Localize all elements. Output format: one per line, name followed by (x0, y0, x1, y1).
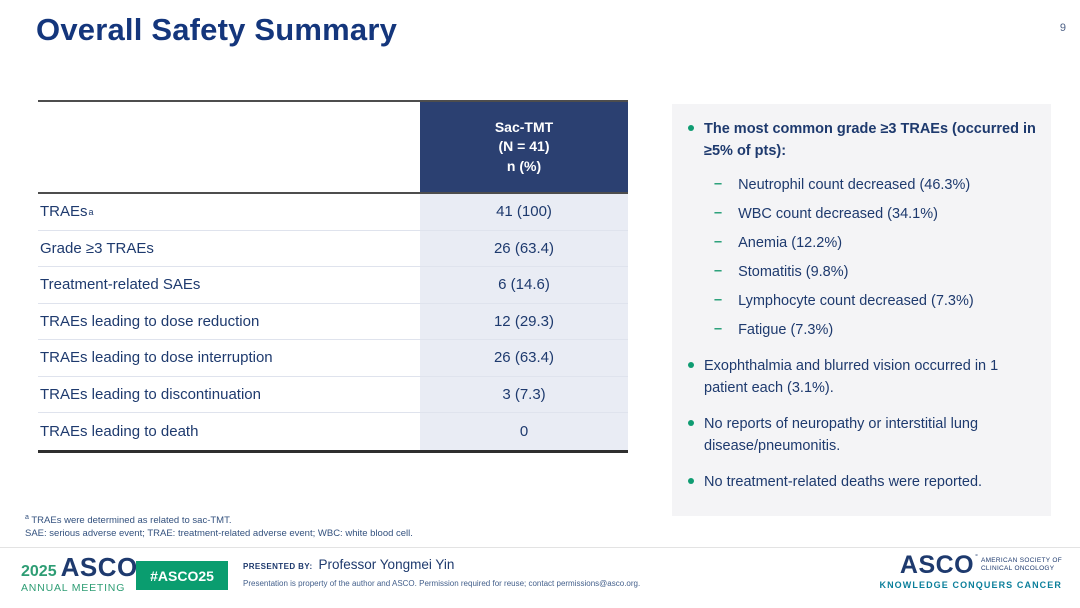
trademark-icon: ° (975, 554, 978, 561)
meeting-year: 2025 (21, 563, 57, 580)
dash-icon: – (714, 205, 723, 221)
dash-icon: – (714, 321, 723, 338)
bullet-text: The most common grade ≥3 TRAEs (occurred… (704, 121, 1036, 160)
table-header-empty-cell (38, 102, 420, 192)
footnote: a TRAEs were determined as related to sa… (25, 513, 413, 541)
row-label: TRAEs leading to dose reduction (40, 312, 260, 330)
row-label: TRAEs leading to discontinuation (40, 385, 261, 403)
bullet-text: No reports of neuropathy or interstitial… (704, 415, 979, 455)
subitem-text: Fatigue (7.3%) (738, 322, 834, 339)
table-row: TRAEs leading to discontinuation 3 (7.3) (38, 376, 628, 413)
list-item: – Stomatitis (9.8%) (714, 263, 1037, 283)
asco-tagline: KNOWLEDGE CONQUERS CANCER (879, 579, 1062, 590)
permission-disclaimer: Presentation is property of the author a… (243, 579, 641, 588)
table-row: Grade ≥3 TRAEs 26 (63.4) (38, 230, 628, 267)
page-title: Overall Safety Summary (36, 12, 398, 47)
row-value: 3 (7.3) (420, 376, 628, 412)
dash-icon: – (714, 292, 723, 309)
dash-icon: – (714, 234, 723, 251)
row-label: Grade ≥3 TRAEs (40, 239, 154, 257)
bullet-icon (688, 361, 694, 368)
meeting-subtitle: ANNUAL MEETING (21, 582, 126, 594)
table-row: Treatment-related SAEs 6 (14.6) (38, 267, 628, 304)
bullet-text: No treatment-related deaths were reporte… (704, 473, 983, 490)
subitem-text: Lymphocyte count decreased (7.3%) (738, 293, 974, 310)
dash-icon: – (714, 263, 723, 280)
bullet-item: No reports of neuropathy or interstitial… (686, 413, 1037, 458)
header-arm-name: Sac-TMT (494, 118, 554, 135)
table-header-cell: Sac-TMT (N = 41) n (%) (420, 102, 628, 192)
subitem-text: Stomatitis (9.8%) (738, 264, 849, 281)
subitem-text: WBC count decreased (34.1%) (738, 206, 938, 222)
footnote-marker: a (25, 514, 29, 521)
key-findings-panel: The most common grade ≥3 TRAEs (occurred… (672, 104, 1051, 516)
table-row: TRAEs leading to dose reduction 12 (29.3… (38, 303, 628, 340)
list-item: – WBC count decreased (34.1%) (714, 205, 1037, 225)
slide-number: 9 (1059, 22, 1066, 34)
row-value: 12 (29.3) (420, 303, 628, 339)
meeting-asco-wordmark: ASCO (60, 552, 138, 582)
row-label: TRAEs leading to death (40, 422, 199, 440)
subitem-text: Anemia (12.2%) (738, 235, 843, 252)
presented-by-block: PRESENTED BY: Professor Yongmei Yin Pres… (243, 557, 640, 588)
footnote-marker: a (88, 206, 94, 217)
footer-divider (0, 547, 1080, 548)
list-item: – Fatigue (7.3%) (714, 321, 1037, 341)
bullet-text: Exophthalmia and blurred vision occurred… (704, 357, 999, 397)
safety-summary-table: Sac-TMT (N = 41) n (%) TRAEs a 41 (100) G… (38, 100, 628, 453)
society-name: AMERICAN SOCIETY OF CLINICAL ONCOLOGY (980, 556, 1062, 573)
row-label: TRAEs leading to dose interruption (40, 349, 273, 367)
asco-wordmark: ASCO (899, 551, 975, 579)
row-value: 6 (14.6) (420, 267, 628, 303)
row-label: Treatment-related SAEs (40, 276, 201, 294)
hashtag-badge: #ASCO25 (136, 561, 228, 590)
presenter-name: Professor Yongmei Yin (318, 557, 455, 572)
presented-by-label: PRESENTED BY: (243, 562, 313, 571)
trae-sublist: – Neutrophil count decreased (46.3%) – W… (714, 176, 1037, 341)
row-value: 26 (63.4) (420, 340, 628, 376)
row-value: 0 (420, 413, 628, 450)
bullet-icon (688, 477, 694, 484)
header-n: (N = 41) (498, 138, 550, 155)
table-row: TRAEs leading to death 0 (38, 413, 628, 450)
asco-annual-meeting-logo: 2025 ASCO ° ANNUAL MEETING (21, 552, 141, 594)
bullet-item: No treatment-related deaths were reporte… (686, 471, 1037, 493)
list-item: – Neutrophil count decreased (46.3%) (714, 176, 1037, 196)
bullet-item: Exophthalmia and blurred vision occurred… (686, 355, 1037, 400)
footnote-line-2: SAE: serious adverse event; TRAE: treatm… (25, 528, 413, 540)
list-item: – Anemia (12.2%) (714, 234, 1037, 254)
table-row: TRAEs a 41 (100) (38, 194, 628, 231)
bullet-icon (688, 125, 694, 131)
footnote-line-1: a TRAEs were determined as related to sa… (25, 514, 232, 527)
asco-society-logo: ASCO ° AMERICAN SOCIETY OF CLINICAL ONCO… (879, 551, 1062, 590)
table-header-row: Sac-TMT (N = 41) n (%) (38, 102, 628, 194)
dash-icon: – (714, 175, 723, 192)
list-item: – Lymphocyte count decreased (7.3%) (714, 292, 1037, 312)
header-unit: n (%) (506, 157, 542, 174)
row-value: 26 (63.4) (420, 230, 628, 266)
bullet-icon (688, 419, 694, 426)
table-row: TRAEs leading to dose interruption 26 (6… (38, 340, 628, 377)
row-value: 41 (100) (420, 194, 628, 230)
bullet-item: The most common grade ≥3 TRAEs (occurred… (686, 118, 1037, 163)
subitem-text: Neutrophil count decreased (46.3%) (738, 176, 971, 193)
row-label: TRAEs a (40, 203, 94, 221)
